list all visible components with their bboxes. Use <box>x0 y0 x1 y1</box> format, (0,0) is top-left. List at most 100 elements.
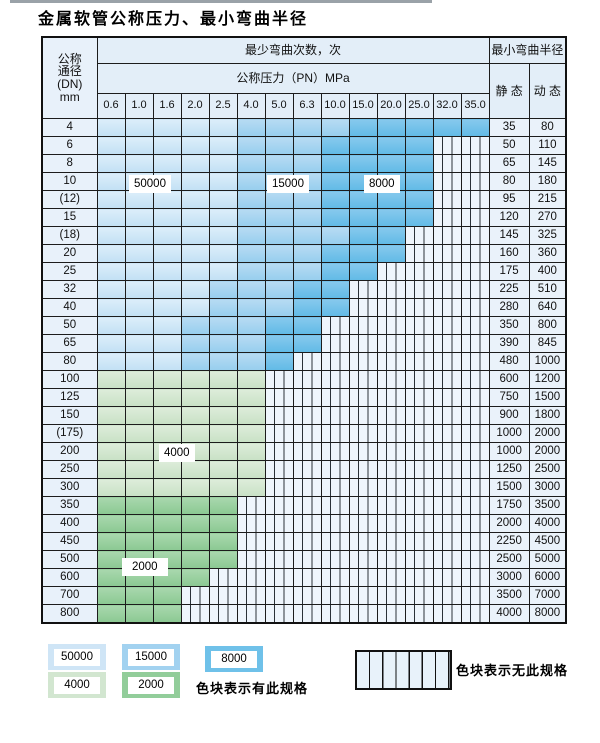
cycles-8000-cell <box>348 244 378 263</box>
cycles-8000-cell <box>320 280 350 299</box>
no-spec-cell <box>264 406 294 425</box>
static-radius-value: 4000 <box>488 604 530 624</box>
table-row: 40 280 640 <box>41 298 567 317</box>
dynamic-radius-value: 2000 <box>528 424 567 443</box>
no-spec-cell <box>460 550 490 569</box>
corner-line4: mm <box>59 89 80 104</box>
dn-label: 6 <box>41 136 98 155</box>
cycles-2000-cell <box>152 604 182 624</box>
cycles-8000-cell <box>348 136 378 155</box>
dn-label: 20 <box>41 244 98 263</box>
pressure-table-wrapper: 公称 通径 (DN) mm 最少弯曲次数，次 最小弯曲半径 公称压力（PN）MP… <box>41 36 568 624</box>
cycles-50000-cell <box>96 244 126 263</box>
no-spec-cell <box>460 316 490 335</box>
no-spec-cell <box>460 496 490 515</box>
cycles-15000-cell <box>236 244 266 263</box>
cycles-50000-cell <box>124 280 154 299</box>
cycles-8000-cell <box>320 172 350 191</box>
legend-no-spec-text: 色块表示无此规格 <box>456 663 569 678</box>
static-radius-value: 480 <box>488 352 530 371</box>
dynamic-radius-value: 8000 <box>528 604 567 624</box>
cycles-4000-cell <box>208 388 238 407</box>
no-spec-cell <box>348 604 378 624</box>
legend-value-4000: 4000 <box>54 676 100 694</box>
no-spec-cell <box>264 388 294 407</box>
static-radius-value: 50 <box>488 136 530 155</box>
cycles-50000-cell <box>124 334 154 353</box>
no-spec-cell <box>460 442 490 461</box>
no-spec-cell <box>404 442 434 461</box>
pressure-column-header: 35.0 <box>460 93 490 119</box>
cycles-8000-cell <box>348 208 378 227</box>
no-spec-cell <box>432 460 462 479</box>
cycles-4000-cell <box>208 406 238 425</box>
cycles-15000-cell <box>208 352 238 371</box>
cycles-50000-cell <box>124 316 154 335</box>
static-radius-value: 350 <box>488 316 530 335</box>
no-spec-cell <box>376 604 406 624</box>
no-spec-cell <box>264 370 294 389</box>
table-row: 125 750 1500 <box>41 388 567 407</box>
no-spec-cell <box>320 586 350 605</box>
static-radius-value: 1000 <box>488 424 530 443</box>
dn-label: (18) <box>41 226 98 245</box>
table-row: 450 2250 4500 <box>41 532 567 551</box>
cycles-8000-cell <box>404 208 434 227</box>
band-label-4000: 4000 <box>159 444 195 462</box>
no-spec-cell <box>376 334 406 353</box>
static-radius-value: 95 <box>488 190 530 209</box>
cycles-50000-cell <box>124 154 154 173</box>
no-spec-cell <box>404 388 434 407</box>
no-spec-cell <box>376 550 406 569</box>
static-radius-value: 1750 <box>488 496 530 515</box>
cycles-8000-cell <box>376 190 406 209</box>
band-label-2000: 2000 <box>122 558 168 576</box>
cycles-8000-cell <box>320 208 350 227</box>
no-spec-cell <box>236 550 266 569</box>
cycles-4000-cell <box>152 370 182 389</box>
no-spec-cell <box>236 586 266 605</box>
legend-swatch-15000: 15000 <box>122 644 180 670</box>
static-radius-value: 65 <box>488 154 530 173</box>
cycles-15000-cell <box>236 136 266 155</box>
no-spec-cell <box>460 136 490 155</box>
no-spec-cell <box>404 406 434 425</box>
no-spec-cell <box>348 568 378 587</box>
dynamic-radius-value: 2000 <box>528 442 567 461</box>
no-spec-cell <box>348 442 378 461</box>
no-spec-cell <box>320 442 350 461</box>
cycles-8000-cell <box>348 262 378 281</box>
table-row: 300 1500 3000 <box>41 478 567 497</box>
legend-swatch-50000: 50000 <box>48 644 106 670</box>
no-spec-cell <box>236 532 266 551</box>
cycles-4000-cell <box>152 388 182 407</box>
cycles-4000-cell <box>180 460 210 479</box>
pressure-table: 公称 通径 (DN) mm 最少弯曲次数，次 最小弯曲半径 公称压力（PN）MP… <box>41 36 568 624</box>
static-radius-value: 145 <box>488 226 530 245</box>
cycles-50000-cell <box>96 262 126 281</box>
no-spec-cell <box>292 460 322 479</box>
no-spec-cell <box>404 514 434 533</box>
legend-has-spec-text: 色块表示有此规格 <box>196 681 309 696</box>
scan-artifact-bar <box>10 0 432 3</box>
cycles-2000-cell <box>124 514 154 533</box>
no-spec-cell <box>348 316 378 335</box>
static-radius-value: 225 <box>488 280 530 299</box>
cycles-8000-cell <box>404 154 434 173</box>
band-label-8000: 8000 <box>364 175 400 193</box>
cycles-15000-cell <box>236 298 266 317</box>
table-row: 20 160 360 <box>41 244 567 263</box>
cycles-4000-cell <box>96 442 126 461</box>
no-spec-cell <box>432 172 462 191</box>
cycles-8000-cell <box>432 118 462 137</box>
no-spec-cell <box>404 244 434 263</box>
cycles-50000-cell <box>208 136 238 155</box>
cycles-4000-cell <box>236 460 266 479</box>
cycles-2000-cell <box>96 532 126 551</box>
no-spec-cell <box>292 424 322 443</box>
dn-label: 150 <box>41 406 98 425</box>
no-spec-cell <box>320 568 350 587</box>
dynamic-radius-value: 1200 <box>528 370 567 389</box>
pressure-column-header: 5.0 <box>264 93 294 119</box>
cycles-15000-cell <box>208 316 238 335</box>
